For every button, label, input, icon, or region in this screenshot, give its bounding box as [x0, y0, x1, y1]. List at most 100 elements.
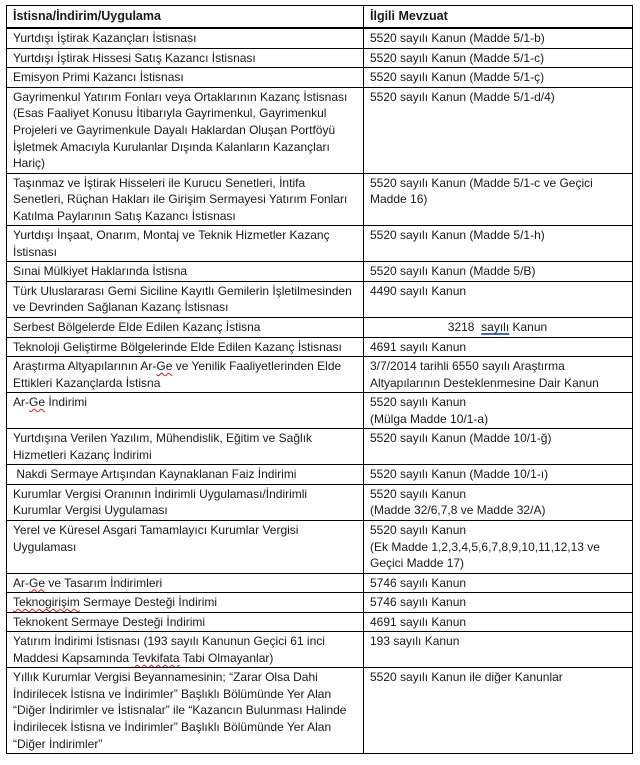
cell-text: Yıllık Kurumlar Vergisi Beyannamesinin; …: [13, 670, 350, 751]
cell-text: Nakdi Sermaye Artışından Kaynaklanan Fai…: [13, 467, 297, 482]
istisna-cell: Sınai Mülkiyet Haklarında İstisna: [6, 261, 364, 282]
cell-text: Yurtdışı İştirak Kazançları İstisnası: [13, 31, 197, 46]
cell-text: 5520 sayılı Kanun (Madde 5/1-h): [370, 228, 545, 243]
col-header-istisna: İstisna/İndirim/Uygulama: [6, 5, 364, 30]
cell-text: 3218: [447, 320, 482, 334]
mevzuat-cell: 5520 sayılı Kanun (Madde 5/1-c): [363, 47, 633, 69]
cell-text: Yurtdışı İnşaat, Onarım, Montaj ve Tekni…: [13, 228, 333, 259]
cell-text: (Mülga Madde 10/1-a): [370, 411, 489, 426]
mevzuat-cell: 5520 sayılı Kanun (Madde 5/1-c ve Geçici…: [363, 172, 633, 227]
table-row: Yurtdışı İştirak Hissesi Satış Kazancı İ…: [6, 47, 633, 69]
mevzuat-cell: 3/7/2014 tarihli 6550 sayılı Araştırma A…: [363, 356, 633, 394]
spellcheck-squiggle-text: Ge: [29, 575, 46, 590]
cell-text: Sermaye Desteği İndirimi: [79, 595, 218, 610]
istisna-cell: Teknoloji Geliştirme Bölgelerinde Elde E…: [6, 336, 364, 358]
table-row: Gayrimenkul Yatırım Fonları veya Ortakla…: [6, 86, 633, 174]
cell-text: 5520 sayılı Kanun: [370, 486, 467, 501]
cell-text: 5520 sayılı Kanun ile diğer Kanunlar: [370, 670, 563, 685]
cell-text: Teknoloji Geliştirme Bölgelerinde Elde E…: [13, 339, 342, 354]
table-row: Serbest Bölgelerde Elde Edilen Kazanç İs…: [6, 317, 633, 338]
istisna-cell: Yurtdışına Verilen Yazılım, Mühendislik,…: [6, 428, 364, 466]
table-row: Teknoloji Geliştirme Bölgelerinde Elde E…: [6, 336, 633, 358]
cell-text: 5520 sayılı Kanun (Madde 5/1-d/4): [370, 89, 555, 104]
table-row: Yerel ve Küresel Asgari Tamamlayıcı Kuru…: [6, 520, 633, 574]
cell-text: Tabi Olmayanlar): [179, 650, 274, 665]
cell-text: Ar-: [13, 575, 29, 590]
table-row: Taşınmaz ve İştirak Hisseleri ile Kurucu…: [6, 172, 633, 227]
table-row: Ar-Ge İndirimi 5520 sayılı Kanun (Mülga Ma…: [6, 392, 633, 430]
cell-text: 5520 sayılı Kanun (Madde 5/1-ç): [370, 70, 545, 85]
cell-text: Araştırma Altyapılarının Ar-: [13, 359, 157, 374]
cell-text: 4691 sayılı Kanun: [370, 339, 467, 354]
cell-text: Türk Uluslararası Gemi Siciline Kayıtlı …: [13, 283, 356, 315]
cell-text: Yerel ve Küresel Asgari Tamamlayıcı Kuru…: [13, 523, 302, 554]
mevzuat-cell: 5520 sayılı Kanun (Madde 5/B): [363, 261, 633, 282]
mevzuat-cell: 5520 sayılı Kanun (Madde 10/1-ı): [363, 464, 633, 485]
mevzuat-cell: 4691 sayılı Kanun: [363, 611, 633, 633]
istisna-cell: Emisyon Primi Kazancı İstisnası: [6, 67, 364, 88]
istisna-cell: Kurumlar Vergisi Oranının İndirimli Uygu…: [6, 483, 364, 522]
istisna-cell: Yatırım İndirimi İstisnası (193 sayılı K…: [6, 631, 364, 669]
istisna-cell: Yerel ve Küresel Asgari Tamamlayıcı Kuru…: [6, 520, 364, 574]
istisna-cell: Serbest Bölgelerde Elde Edilen Kazanç İs…: [6, 317, 364, 338]
istisna-cell: Taşınmaz ve İştirak Hisseleri ile Kurucu…: [6, 172, 364, 227]
table-row: Araştırma Altyapılarının Ar-Ge ve Yenili…: [6, 356, 633, 394]
cell-text: 5520 sayılı Kanun: [370, 523, 467, 538]
cell-text: 5520 sayılı Kanun (Madde 5/1-c): [370, 50, 545, 65]
mevzuat-cell: 4490 sayılı Kanun: [363, 280, 633, 319]
mevzuat-cell: 5746 sayılı Kanun: [363, 592, 633, 613]
mevzuat-cell: 5520 sayılı Kanun (Ek Madde 1,2,3,4,5,6,7…: [363, 520, 633, 574]
cell-text: Yatırım İndirimi İstisnası (193 sayılı K…: [13, 634, 329, 665]
table-row: Yıllık Kurumlar Vergisi Beyannamesinin; …: [6, 667, 633, 755]
mevzuat-cell: 5520 sayılı Kanun (Madde 5/1-d/4): [363, 86, 633, 174]
istisna-cell: Teknogirişim Sermaye Desteği İndirimi: [6, 592, 364, 613]
spellcheck-squiggle-text: Teknogirişim: [13, 595, 80, 610]
cell-text: 5520 sayılı Kanun (Madde 5/1-b): [370, 31, 545, 46]
table-row: Nakdi Sermaye Artışından Kaynaklanan Fai…: [6, 464, 633, 485]
cell-text: Yurtdışına Verilen Yazılım, Mühendislik,…: [13, 431, 316, 462]
istisna-cell: Ar-Ge İndirimi: [6, 392, 364, 430]
cell-text: 3/7/2014 tarihli 6550 sayılı Araştırma A…: [370, 359, 599, 390]
cell-text: 5520 sayılı Kanun (Madde 5/1-c ve Geçici…: [370, 175, 597, 207]
cell-text: Gayrimenkul Yatırım Fonları veya Ortakla…: [13, 89, 351, 171]
table-row: Ar-Ge ve Tasarım İndirimleri 5746 sayılı …: [6, 572, 633, 594]
cell-text: 4691 sayılı Kanun: [370, 614, 467, 629]
istisna-cell: Gayrimenkul Yatırım Fonları veya Ortakla…: [6, 86, 364, 174]
istisna-cell: Yurtdışı İştirak Kazançları İstisnası: [6, 27, 364, 49]
mevzuat-cell: 5520 sayılı Kanun (Madde 10/1-ğ): [363, 428, 633, 466]
cell-text: 5746 sayılı Kanun: [370, 595, 467, 610]
cell-text: Yurtdışı İştirak Hissesi Satış Kazancı İ…: [13, 50, 256, 65]
table-row: Yurtdışına Verilen Yazılım, Mühendislik,…: [6, 428, 633, 466]
mevzuat-cell: 5520 sayılı Kanun ile diğer Kanunlar: [363, 667, 633, 755]
cell-text: ve Yenilik Faaliyetlerinden Elde Ettikle…: [13, 359, 345, 390]
cell-text: 5520 sayılı Kanun (Madde 10/1-ı): [370, 467, 549, 482]
cell-text: 4490 sayılı Kanun: [370, 283, 467, 298]
mevzuat-cell: 3218 sayılı Kanun: [363, 317, 633, 338]
table-row: Teknogirişim Sermaye Desteği İndirimi 574…: [6, 592, 633, 613]
istisna-cell: Araştırma Altyapılarının Ar-Ge ve Yenili…: [6, 356, 364, 394]
cell-text: 5520 sayılı Kanun: [370, 395, 467, 410]
mevzuat-cell: 5520 sayılı Kanun (Madde 5/1-ç): [363, 67, 633, 88]
istisna-mevzuat-table: İstisna/İndirim/Uygulama İlgili Mevzuat …: [6, 5, 633, 755]
mevzuat-cell: 4691 sayılı Kanun: [363, 336, 633, 358]
mevzuat-cell: 5520 sayılı Kanun (Madde 32/6,7,8 ve Madd…: [363, 483, 633, 522]
istisna-cell: Teknokent Sermaye Desteği İndirimi: [6, 611, 364, 633]
cell-text: Ar-: [13, 395, 29, 410]
col-header-mevzuat: İlgili Mevzuat: [363, 5, 633, 30]
cell-text: İndirimi: [45, 395, 88, 410]
cell-text: 5746 sayılı Kanun: [370, 575, 467, 590]
spellcheck-squiggle-text: Ge: [29, 395, 46, 410]
istisna-cell: Nakdi Sermaye Artışından Kaynaklanan Fai…: [6, 464, 364, 485]
cell-text: 193 sayılı Kanun: [370, 634, 460, 649]
grammar-underline-text: sayılı: [481, 320, 510, 334]
istisna-cell: Yurtdışı İnşaat, Onarım, Montaj ve Tekni…: [6, 225, 364, 263]
cell-text: (Ek Madde 1,2,3,4,5,6,7,8,9,10,11,12,13 …: [370, 539, 604, 571]
table-row: Yurtdışı İnşaat, Onarım, Montaj ve Tekni…: [6, 225, 633, 263]
istisna-cell: Yıllık Kurumlar Vergisi Beyannamesinin; …: [6, 667, 364, 755]
cell-text: Sınai Mülkiyet Haklarında İstisna: [13, 264, 188, 279]
cell-text: Kanun: [509, 320, 548, 334]
table-row: Teknokent Sermaye Desteği İndirimi 4691 s…: [6, 611, 633, 633]
cell-text: 5520 sayılı Kanun (Madde 5/B): [370, 264, 536, 279]
table-row: Kurumlar Vergisi Oranının İndirimli Uygu…: [6, 483, 633, 522]
